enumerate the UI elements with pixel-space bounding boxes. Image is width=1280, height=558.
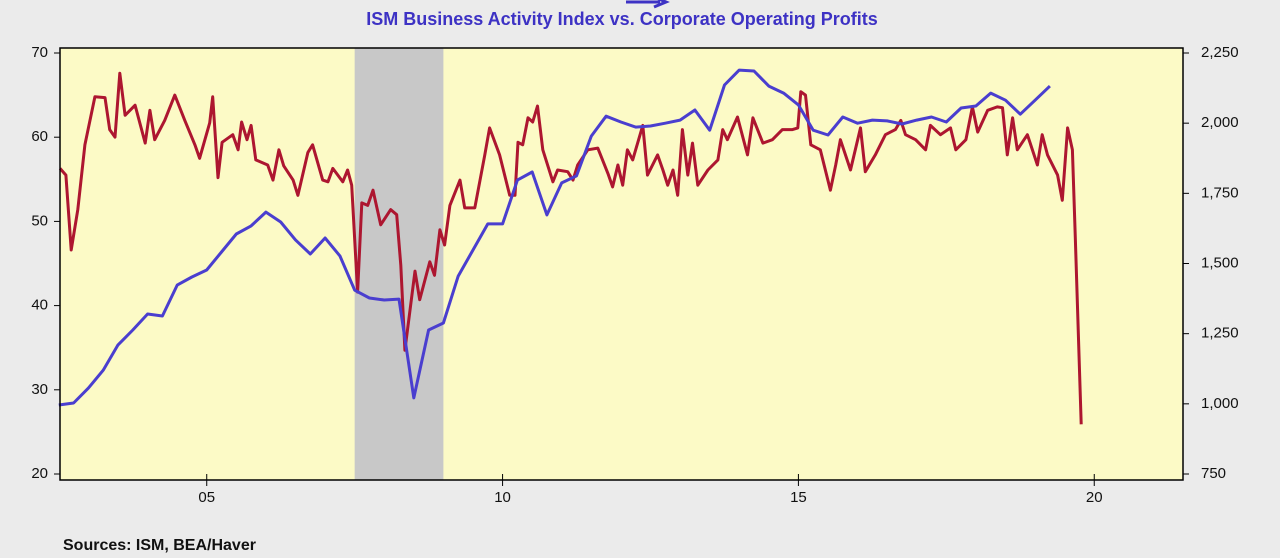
x-tick-label: 10 — [494, 489, 511, 506]
plot-frame — [59, 47, 1184, 481]
x-tick-label: 05 — [198, 489, 215, 506]
y2-tick-label: 1,500 — [1201, 254, 1239, 271]
x-tick-label: 20 — [1086, 489, 1103, 506]
y2-tick-label: 1,250 — [1201, 325, 1239, 342]
y-tick-label: 60 — [31, 128, 48, 145]
y-tick-label: 50 — [31, 212, 48, 229]
y-tick-label: 70 — [31, 44, 48, 61]
y2-tick-label: 750 — [1201, 465, 1226, 482]
series-line — [58, 68, 1051, 407]
chart-title: ISM Business Activity Index vs. Corporat… — [366, 9, 877, 29]
x-tick-label: 15 — [790, 489, 807, 506]
plot-area — [60, 48, 1183, 480]
y2-tick-label: 1,750 — [1201, 184, 1239, 201]
y2-tick-label: 2,000 — [1201, 114, 1239, 131]
title-arrow — [626, 0, 670, 9]
y2-tick-label: 1,000 — [1201, 395, 1239, 412]
y-tick-label: 30 — [31, 381, 48, 398]
y-tick-label: 20 — [31, 465, 48, 482]
y2-tick-label: 2,250 — [1201, 44, 1239, 61]
series-line — [58, 71, 1083, 425]
y-tick-label: 40 — [31, 297, 48, 314]
source: Sources: ISM, BEA/Haver — [63, 537, 256, 554]
